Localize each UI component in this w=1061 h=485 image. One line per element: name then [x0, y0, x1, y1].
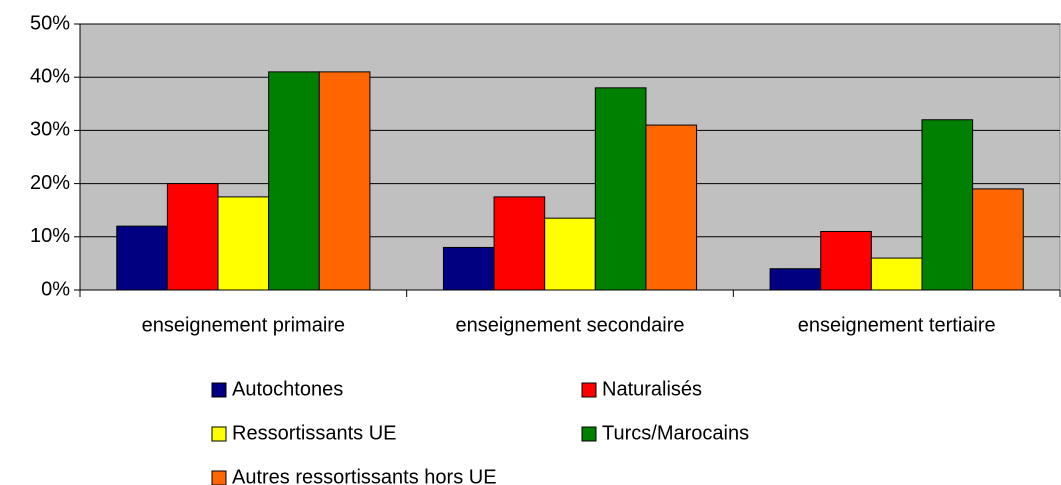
bar	[116, 225, 168, 291]
bar	[166, 183, 219, 291]
y-tick-label: 30%	[30, 119, 70, 141]
bar	[972, 188, 1024, 291]
bar	[820, 230, 872, 291]
bar	[217, 196, 270, 291]
bar	[268, 71, 320, 291]
bar	[921, 119, 974, 291]
legend-label: Naturalisés	[602, 378, 702, 400]
legend-label: Autres ressortissants hors UE	[232, 466, 497, 485]
y-tick-label: 40%	[30, 65, 70, 87]
bar	[769, 268, 822, 291]
bar	[544, 217, 596, 291]
bar	[870, 257, 923, 291]
x-tick-label: enseignement primaire	[142, 314, 345, 336]
legend-label: Autochtones	[232, 378, 343, 400]
bar	[493, 196, 546, 291]
bar	[318, 71, 371, 291]
x-tick-label: enseignement tertiaire	[798, 314, 996, 336]
legend-swatch	[211, 382, 227, 398]
legend-label: Ressortissants UE	[232, 422, 397, 444]
legend-swatch	[211, 470, 227, 485]
legend-label: Turcs/Marocains	[602, 422, 749, 444]
legend-swatch	[581, 382, 597, 398]
y-tick-label: 10%	[30, 225, 70, 247]
bar	[594, 87, 647, 291]
legend-swatch	[211, 426, 227, 442]
y-tick-label: 0%	[41, 278, 70, 300]
x-tick-label: enseignement secondaire	[455, 314, 684, 336]
legend-swatch	[581, 426, 597, 442]
y-tick-label: 20%	[30, 172, 70, 194]
bar	[442, 246, 495, 291]
y-tick-label: 50%	[30, 12, 70, 34]
bar	[645, 124, 698, 291]
